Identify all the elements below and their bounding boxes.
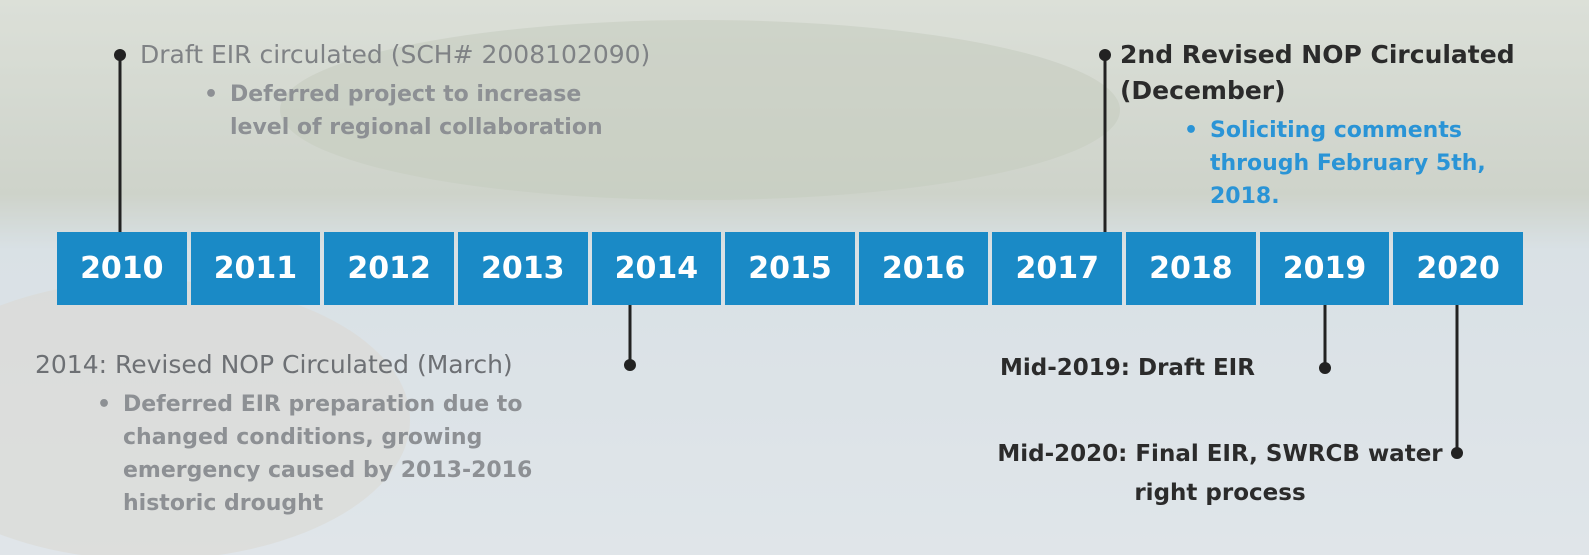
year-box: 2017 — [992, 232, 1122, 305]
event-bullet: Deferred EIR preparation due to changed … — [123, 388, 563, 520]
page: 2010201120122013201420152016201720182019… — [0, 0, 1589, 555]
event-title: Mid-2019: Draft EIR — [1000, 350, 1255, 386]
year-box: 2020 — [1393, 232, 1523, 305]
year-box: 2014 — [592, 232, 722, 305]
event-title: 2014: Revised NOP Circulated (March) — [35, 347, 513, 383]
event-title: Draft EIR circulated (SCH# 2008102090) — [140, 37, 650, 73]
year-box: 2012 — [324, 232, 454, 305]
event-title: 2nd Revised NOP Circulated (December) — [1120, 37, 1580, 109]
event-bullet: Soliciting comments through February 5th… — [1210, 114, 1510, 213]
year-box: 2019 — [1260, 232, 1390, 305]
year-box: 2013 — [458, 232, 588, 305]
year-box: 2015 — [725, 232, 855, 305]
event-bullet: Deferred project to increase level of re… — [230, 78, 630, 144]
year-box: 2010 — [57, 232, 187, 305]
year-box: 2018 — [1126, 232, 1256, 305]
event-title: Mid-2020: Final EIR, SWRCB water right p… — [995, 435, 1445, 513]
year-box: 2016 — [859, 232, 989, 305]
year-box: 2011 — [191, 232, 321, 305]
